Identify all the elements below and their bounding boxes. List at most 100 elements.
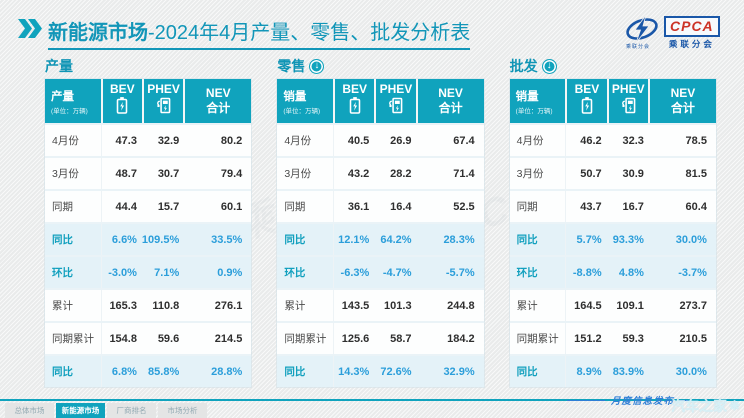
row-value: 59.6 bbox=[157, 332, 180, 345]
row-value: 109.5% bbox=[141, 233, 180, 246]
row-value: 273.7 bbox=[679, 299, 707, 312]
bottom-nav-tabs: 总体市场 新能源市场 厂商排名 市场分析 bbox=[5, 403, 207, 418]
header-nev-line2: 合计 bbox=[206, 100, 231, 115]
table-row: 同比 6.8% 85.8% 28.8% bbox=[45, 354, 252, 387]
row-value: 101.3 bbox=[384, 299, 412, 312]
table-header: 产量 (单位：万辆) BEV PHEV bbox=[45, 79, 252, 123]
row-value: 67.4 bbox=[453, 134, 475, 147]
row-value: 78.5 bbox=[685, 134, 707, 147]
row-value: 33.5% bbox=[211, 233, 243, 246]
row-value: 46.2 bbox=[565, 125, 606, 156]
table-row: 累计 164.5 109.1 273.7 bbox=[509, 288, 716, 321]
table-row: 同比 5.7% 93.3% 30.0% bbox=[509, 222, 716, 255]
cpca-swoosh-icon bbox=[624, 14, 660, 49]
row-value: 80.2 bbox=[220, 134, 243, 147]
row-label: 4月份 bbox=[516, 135, 544, 147]
row-label: 同期 bbox=[284, 201, 306, 213]
row-value: 154.8 bbox=[100, 323, 142, 354]
row-value: 30.0% bbox=[675, 233, 707, 246]
row-label: 同比 bbox=[516, 366, 538, 378]
row-value: 125.6 bbox=[333, 323, 374, 354]
row-label: 同期累计 bbox=[52, 333, 94, 345]
charging-station-icon bbox=[387, 97, 404, 119]
table-row: 3月份 50.7 30.9 81.5 bbox=[509, 156, 716, 189]
nav-tab-4[interactable]: 市场分析 bbox=[158, 403, 207, 418]
table-row: 同期 44.4 15.7 60.1 bbox=[45, 189, 252, 222]
battery-icon bbox=[116, 97, 128, 119]
nav-tab-2[interactable]: 新能源市场 bbox=[56, 403, 105, 418]
row-value: 64.2% bbox=[380, 233, 412, 246]
row-value: 79.4 bbox=[220, 167, 243, 180]
row-value: 36.1 bbox=[333, 191, 374, 222]
header-label: 销量 bbox=[515, 90, 539, 103]
row-value: 47.3 bbox=[100, 125, 142, 156]
row-value: 48.7 bbox=[100, 158, 142, 189]
row-value: 26.9 bbox=[390, 134, 412, 147]
row-value: 109.1 bbox=[616, 299, 644, 312]
row-label: 同比 bbox=[284, 366, 306, 378]
row-label: 3月份 bbox=[284, 168, 312, 180]
section-title-production: 产量 bbox=[45, 58, 73, 74]
page-title: 新能源市场-2024年4月产量、零售、批发分析表 bbox=[48, 16, 471, 50]
row-value: 151.2 bbox=[565, 323, 606, 354]
row-label: 同比 bbox=[284, 234, 306, 246]
table-row: 环比 -8.8% 4.8% -3.7% bbox=[509, 255, 716, 288]
header-unit: (单位：万辆) bbox=[283, 107, 321, 115]
row-value: -6.3% bbox=[333, 257, 374, 288]
header-label: 销量 bbox=[283, 90, 307, 103]
row-value: 28.2 bbox=[390, 167, 412, 180]
row-value: 44.4 bbox=[100, 191, 142, 222]
header-phev: PHEV bbox=[147, 81, 180, 96]
row-value: 30.9 bbox=[622, 167, 644, 180]
row-label: 同比 bbox=[52, 234, 73, 246]
row-value: 83.9% bbox=[612, 365, 644, 378]
table-row: 3月份 48.7 30.7 79.4 bbox=[45, 156, 252, 189]
table-row: 同比 8.9% 83.9% 30.0% bbox=[509, 354, 716, 387]
table-header: 销量 (单位：万辆) BEV PHEV bbox=[509, 79, 716, 123]
table-body: 4月份 46.2 32.3 78.5 3月份 50.7 30.9 81.5 同期 43.7 16.7… bbox=[509, 123, 716, 387]
nav-tab-1[interactable]: 总体市场 bbox=[5, 403, 54, 418]
header-nev-line1: NEV bbox=[438, 85, 463, 100]
header-nev-line2: 合计 bbox=[670, 100, 695, 115]
row-label: 累计 bbox=[516, 300, 538, 312]
section-title-wholesale: 批发 bbox=[509, 58, 538, 74]
row-value: 184.2 bbox=[447, 332, 475, 345]
table-body: 4月份 47.3 32.9 80.2 3月份 48.7 30.7 79.4 同期 44.4 15.7… bbox=[45, 123, 252, 387]
retail-table-section: 零售 ↓ 销量 (单位：万辆) BEV PHEV bbox=[277, 56, 484, 387]
row-value: 50.7 bbox=[565, 158, 606, 189]
table-row: 4月份 46.2 32.3 78.5 bbox=[509, 123, 716, 156]
header-nev-line2: 合计 bbox=[438, 100, 463, 115]
double-chevron-icon bbox=[18, 19, 42, 43]
table-row: 3月份 43.2 28.2 71.4 bbox=[277, 156, 484, 189]
row-value: 0.9% bbox=[217, 266, 243, 279]
header-label: 产量 bbox=[51, 90, 74, 103]
table-row: 同比 6.6% 109.5% 33.5% bbox=[45, 222, 252, 255]
cpca-swoosh-caption: 乘联分会 bbox=[626, 44, 651, 50]
row-value: 164.5 bbox=[565, 290, 606, 321]
row-value: 52.5 bbox=[453, 200, 475, 213]
header-phev: PHEV bbox=[611, 81, 645, 96]
row-label: 同比 bbox=[52, 366, 73, 378]
row-label: 4月份 bbox=[52, 135, 79, 147]
table-row: 累计 143.5 101.3 244.8 bbox=[277, 288, 484, 321]
row-value: 16.4 bbox=[390, 200, 412, 213]
row-value: -8.8% bbox=[565, 257, 606, 288]
production-table: 产量 (单位：万辆) BEV PHEV bbox=[45, 79, 252, 387]
page-title-emphasis: 新能源市场 bbox=[48, 22, 148, 44]
table-row: 同比 12.1% 64.2% 28.3% bbox=[277, 222, 484, 255]
row-value: 30.0% bbox=[675, 365, 707, 378]
header-unit: (单位：万辆) bbox=[515, 107, 553, 115]
row-value: 143.5 bbox=[333, 290, 374, 321]
row-value: 60.1 bbox=[220, 200, 243, 213]
row-value: 12.1% bbox=[333, 224, 374, 255]
table-header: 销量 (单位：万辆) BEV PHEV bbox=[277, 79, 484, 123]
row-label: 累计 bbox=[284, 300, 306, 312]
nav-tab-3[interactable]: 厂商排名 bbox=[107, 403, 156, 418]
row-value: 165.3 bbox=[100, 290, 142, 321]
row-value: -3.0% bbox=[100, 257, 142, 288]
row-value: 28.3% bbox=[443, 233, 475, 246]
row-value: 6.6% bbox=[100, 224, 142, 255]
battery-icon bbox=[581, 97, 593, 119]
row-value: 43.7 bbox=[565, 191, 606, 222]
